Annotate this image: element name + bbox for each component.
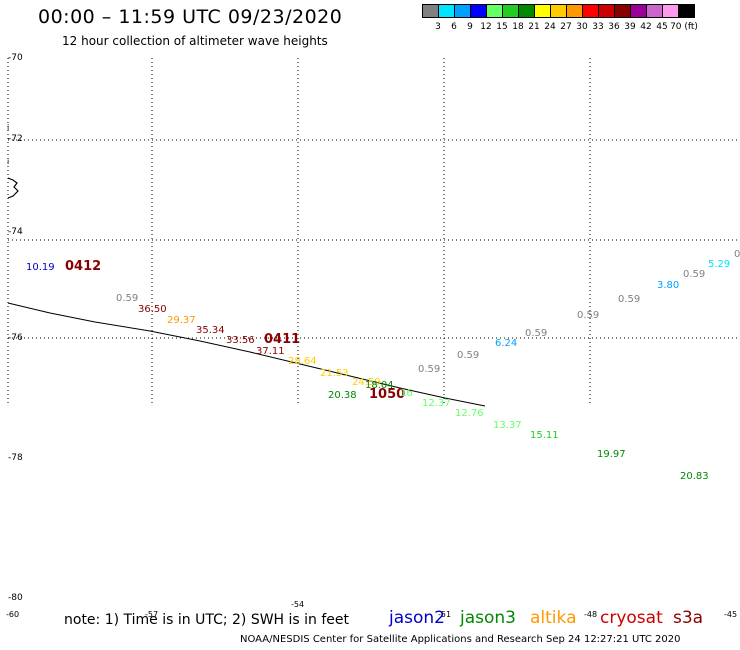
color-scale-label: 27 [560, 22, 572, 32]
wave-height-value: 0.59 [683, 269, 705, 280]
wave-height-value: 36.50 [138, 304, 167, 315]
wave-height-value: 20.83 [680, 471, 709, 482]
pass-id-label: 0411 [264, 332, 300, 347]
wave-height-value: 18.04 [365, 380, 394, 391]
color-scale-label: 12 [480, 22, 492, 32]
color-scale-label: 3 [435, 22, 441, 32]
wave-height-value: 33.56 [226, 335, 255, 346]
wave-height-value: 6.24 [495, 338, 517, 349]
wave-height-value: 0.59 [418, 364, 440, 375]
wave-height-value: 15.11 [530, 430, 559, 441]
wave-height-color-scale [422, 4, 695, 18]
latitude-label: -72 [8, 134, 23, 144]
color-scale-label: 42 [640, 22, 652, 32]
page-title: 00:00 – 11:59 UTC 09/23/2020 [38, 6, 343, 28]
legend-entry: cryosat [600, 608, 663, 628]
wave-height-value: 24.59 [352, 377, 381, 388]
coastline [7, 177, 19, 199]
wave-height-value: 28.64 [288, 356, 317, 367]
wave-height-value: 29.37 [167, 315, 196, 326]
color-scale-label: 70 (ft) [670, 22, 698, 32]
longitude-label: -60 [6, 610, 19, 619]
wave-height-value: 35.34 [196, 325, 225, 336]
wave-height-value: 0.59 [577, 310, 599, 321]
color-scale-label: 30 [576, 22, 588, 32]
wave-height-value: 13.37 [493, 420, 522, 431]
color-scale-label: 24 [544, 22, 556, 32]
color-scale-label: 33 [592, 22, 604, 32]
color-scale-label: 18 [512, 22, 524, 32]
color-scale-label: 45 [656, 22, 668, 32]
satellite-track [7, 302, 486, 407]
legend-entry: altika [530, 608, 577, 628]
wave-height-value: 21.53 [320, 368, 349, 379]
longitude-label: -48 [584, 610, 597, 619]
color-scale-label: 15 [496, 22, 508, 32]
color-scale-label: 39 [624, 22, 636, 32]
wave-height-value: 10.19 [26, 262, 55, 273]
coast-mark: i [7, 157, 9, 166]
legend-entry: jason3 [460, 608, 516, 628]
wave-height-value: 0.59 [618, 294, 640, 305]
edge-value: 0 [734, 249, 740, 260]
wave-height-value: 19.97 [597, 449, 626, 460]
latitude-label: -80 [8, 593, 23, 603]
wave-height-value: 5.29 [708, 259, 730, 270]
legend-entry: s3a [673, 608, 704, 628]
wave-height-value: 12.76 [455, 408, 484, 419]
latitude-label: -76 [8, 333, 23, 343]
latitude-label: -78 [8, 453, 23, 463]
color-scale-label: 36 [608, 22, 620, 32]
longitude-label: -45 [724, 610, 737, 619]
color-scale-label: 9 [467, 22, 473, 32]
wave-height-value: 0.59 [457, 350, 479, 361]
latitude-label: -70 [8, 53, 23, 63]
color-swatch [678, 4, 695, 18]
credit-line: NOAA/NESDIS Center for Satellite Applica… [240, 634, 681, 645]
pass-id-label: 0412 [65, 259, 101, 274]
units-note: note: 1) Time is in UTC; 2) SWH is in fe… [64, 612, 350, 628]
color-scale-label: 6 [451, 22, 457, 32]
wave-height-value: 12.37 [422, 398, 451, 409]
wave-height-value: 0.59 [525, 328, 547, 339]
wave-height-value: 20.38 [328, 390, 357, 401]
wave-height-value: 3.80 [657, 280, 679, 291]
pass-id-label: 1050 [369, 387, 405, 402]
wave-height-value: 37.11 [256, 346, 285, 357]
page-subtitle: 12 hour collection of altimeter wave hei… [62, 34, 328, 48]
longitude-label: -54 [291, 600, 304, 609]
longitude-label: -51 [438, 610, 451, 619]
wave-height-value: 16 [400, 388, 413, 399]
longitude-label: -57 [145, 610, 158, 619]
wave-height-value: 0.59 [116, 293, 138, 304]
legend-entry: jason2 [389, 608, 445, 628]
latitude-label: -74 [8, 227, 23, 237]
coast-mark: i [7, 123, 9, 132]
color-scale-label: 21 [528, 22, 540, 32]
